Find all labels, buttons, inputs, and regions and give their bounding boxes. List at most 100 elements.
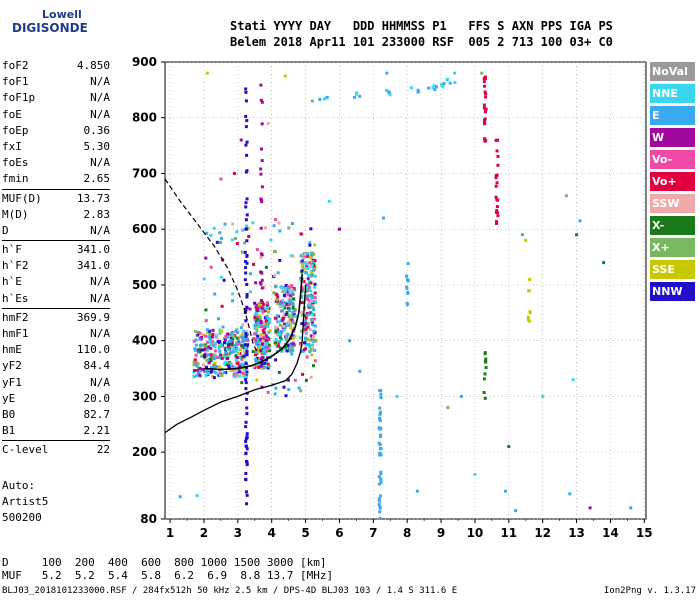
noise-point bbox=[446, 406, 450, 410]
echo-point bbox=[288, 314, 292, 318]
echo-point bbox=[256, 339, 260, 343]
vertical-trace-point bbox=[259, 321, 263, 325]
vertical-trace-point bbox=[245, 502, 249, 506]
vertical-trace-point bbox=[482, 106, 486, 110]
echo-point bbox=[261, 349, 265, 353]
legend-entry-vo-: Vo- bbox=[650, 150, 695, 169]
vertical-trace-point bbox=[483, 137, 487, 141]
echo-point bbox=[306, 277, 310, 281]
param-value: N/A bbox=[90, 275, 110, 289]
noise-point bbox=[195, 494, 199, 498]
echo-point bbox=[255, 315, 259, 319]
echo-point bbox=[224, 334, 228, 338]
echo-point bbox=[269, 238, 273, 242]
echo-point bbox=[305, 297, 309, 301]
echo-point bbox=[293, 322, 297, 326]
echo-point bbox=[275, 314, 279, 318]
vertical-trace-point bbox=[245, 153, 249, 157]
echo-point bbox=[291, 254, 295, 258]
vertical-trace-point bbox=[244, 425, 248, 429]
echo-point bbox=[263, 365, 267, 369]
echo-point bbox=[284, 347, 288, 351]
echo-point bbox=[299, 349, 303, 353]
echo-point bbox=[261, 329, 265, 333]
echo-point bbox=[310, 296, 314, 300]
echo-point bbox=[276, 342, 280, 346]
echo-point bbox=[248, 307, 252, 311]
echo-point bbox=[277, 320, 281, 324]
echo-point bbox=[313, 259, 317, 263]
echo-point bbox=[215, 336, 219, 340]
y-tick-label: 700 bbox=[132, 166, 157, 180]
echo-point bbox=[193, 329, 197, 333]
echo-point bbox=[213, 370, 217, 374]
echo-point bbox=[253, 314, 257, 318]
legend-entry-w: W bbox=[650, 128, 695, 147]
echo-point bbox=[257, 365, 261, 369]
echo-point bbox=[300, 329, 304, 333]
echo-point bbox=[209, 346, 213, 350]
upper-track-point bbox=[441, 85, 445, 89]
echo-point bbox=[273, 218, 277, 222]
echo-point bbox=[282, 285, 286, 289]
echo-point bbox=[291, 349, 295, 353]
echo-point bbox=[255, 341, 259, 345]
echo-point bbox=[200, 336, 204, 340]
upper-track-point bbox=[416, 88, 420, 92]
echo-point bbox=[264, 334, 268, 338]
echo-point bbox=[244, 375, 248, 379]
echo-point bbox=[231, 292, 235, 296]
echo-point bbox=[300, 290, 304, 294]
vertical-trace-point bbox=[528, 319, 532, 323]
echo-point bbox=[196, 362, 200, 366]
echo-point bbox=[308, 345, 312, 349]
vertical-trace-point bbox=[483, 352, 487, 356]
echo-point bbox=[303, 314, 307, 318]
vertical-trace-point bbox=[244, 90, 248, 94]
echo-point bbox=[309, 256, 313, 260]
echo-point bbox=[211, 332, 215, 336]
vertical-trace-point bbox=[378, 412, 382, 416]
vertical-trace-point bbox=[377, 475, 381, 479]
echo-point bbox=[279, 332, 283, 336]
echo-point bbox=[303, 341, 307, 345]
echo-point bbox=[304, 321, 308, 325]
param-value: 5.30 bbox=[83, 139, 111, 153]
echo-point bbox=[264, 307, 268, 311]
version-info: Ion2Png v. 1.3.17 bbox=[603, 586, 696, 596]
echo-point bbox=[217, 344, 221, 348]
y-tick-label: 900 bbox=[132, 55, 157, 69]
vertical-trace-point bbox=[244, 471, 248, 475]
param-label: yF1 bbox=[2, 375, 22, 389]
vertical-trace-point bbox=[244, 205, 248, 209]
echo-point bbox=[204, 308, 208, 312]
auto-label: Auto: bbox=[2, 479, 36, 492]
vertical-trace-point bbox=[243, 278, 247, 282]
vertical-trace-point bbox=[244, 260, 248, 264]
echo-point bbox=[306, 325, 310, 329]
echo-point bbox=[305, 355, 309, 359]
upper-track-point bbox=[448, 81, 452, 85]
param-label: foEs bbox=[2, 156, 29, 170]
echo-point bbox=[263, 350, 267, 354]
echo-point bbox=[241, 228, 245, 232]
echo-point bbox=[268, 349, 272, 353]
echo-point bbox=[303, 254, 307, 258]
param-value: 2.65 bbox=[83, 172, 111, 186]
echo-point bbox=[231, 350, 235, 354]
param-label: h`F bbox=[2, 243, 22, 257]
echo-point bbox=[303, 261, 307, 265]
echo-point bbox=[288, 344, 292, 348]
vertical-trace-point bbox=[260, 286, 264, 290]
echo-point bbox=[285, 323, 289, 327]
echo-point bbox=[265, 341, 269, 345]
echo-point bbox=[231, 337, 235, 341]
echo-point bbox=[312, 252, 316, 256]
echo-point bbox=[277, 344, 281, 348]
echo-point bbox=[267, 364, 271, 368]
param-row: D N/A bbox=[2, 223, 110, 239]
param-label: foEp bbox=[2, 123, 29, 137]
echo-point bbox=[230, 341, 234, 345]
vertical-trace-point bbox=[245, 397, 249, 401]
vertical-trace-point bbox=[244, 266, 248, 270]
